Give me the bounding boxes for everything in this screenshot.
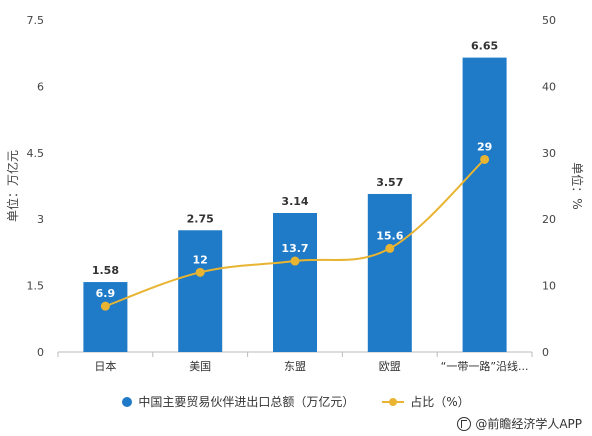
axes: 0 1.5 3 4.5 6 7.5 0 10 20 30 40 50 单位：万亿元 单位：% 日本 美国 东盟 欧… <box>5 14 585 373</box>
legend-bar-swatch <box>122 396 133 407</box>
line-point <box>385 243 395 253</box>
line-series <box>100 154 490 311</box>
y-left-tick-label: 0 <box>37 346 44 359</box>
bar-value-label: 1.58 <box>92 264 119 277</box>
legend-line-label: 占比（%） <box>410 395 470 409</box>
line-value-label: 12 <box>193 253 208 266</box>
y-left-tick-label: 3 <box>37 213 44 226</box>
y-right-tick-label: 0 <box>542 346 549 359</box>
y-left-axis-title: 单位：万亿元 <box>5 150 20 222</box>
y-right-tick-label: 30 <box>542 147 556 160</box>
legend-line-swatch <box>382 397 405 407</box>
x-tick-label: “一带一路”沿线... <box>441 359 529 373</box>
bar <box>83 282 128 352</box>
labels: 1.58 2.75 3.14 3.57 6.65 6.9 12 13.7 15.6 29 <box>92 40 498 301</box>
line-point <box>290 256 300 266</box>
bar <box>178 230 223 352</box>
bar-value-label: 2.75 <box>187 212 214 225</box>
legend-bar-label: 中国主要贸易伙伴进出口总额（万亿元） <box>138 395 355 409</box>
bar <box>273 213 317 352</box>
x-tick-label: 东盟 <box>284 360 306 373</box>
x-tick-label: 美国 <box>189 360 211 373</box>
y-left-tick-label: 6 <box>37 80 44 93</box>
bar-value-label: 6.65 <box>471 40 498 53</box>
source-credit: @前瞻经济学人APP <box>457 415 582 432</box>
bars <box>83 57 507 352</box>
line-value-label: 13.7 <box>281 242 308 255</box>
y-right-tick-label: 40 <box>542 80 556 93</box>
y-right-axis-title: 单位：% <box>570 162 585 209</box>
y-left-tick-label: 4.5 <box>27 147 45 160</box>
line-value-label: 29 <box>477 140 492 153</box>
x-tick-label: 欧盟 <box>379 360 401 373</box>
line-value-label: 6.9 <box>96 287 116 300</box>
line-value-label: 15.6 <box>376 229 403 242</box>
source-text: @前瞻经济学人APP <box>475 417 582 431</box>
x-tick-label: 日本 <box>94 359 116 373</box>
line-point <box>100 301 110 311</box>
y-right-tick-label: 50 <box>542 14 556 27</box>
bar <box>462 57 507 352</box>
bar-value-label: 3.57 <box>376 176 403 189</box>
line-point <box>480 154 490 164</box>
y-left-tick-label: 1.5 <box>27 280 45 293</box>
qianzhan-logo-icon <box>457 416 472 431</box>
legend-item-line[interactable]: 占比（%） <box>382 393 470 410</box>
y-left-tick-label: 7.5 <box>27 14 45 27</box>
y-right-tick-label: 20 <box>542 213 556 226</box>
bar <box>367 193 412 352</box>
legend-item-bar[interactable]: 中国主要贸易伙伴进出口总额（万亿元） <box>122 393 354 410</box>
legend: 中国主要贸易伙伴进出口总额（万亿元） 占比（%） <box>0 393 592 410</box>
line-point <box>195 267 205 277</box>
bar-value-label: 3.14 <box>281 195 308 208</box>
y-right-tick-label: 10 <box>542 280 556 293</box>
